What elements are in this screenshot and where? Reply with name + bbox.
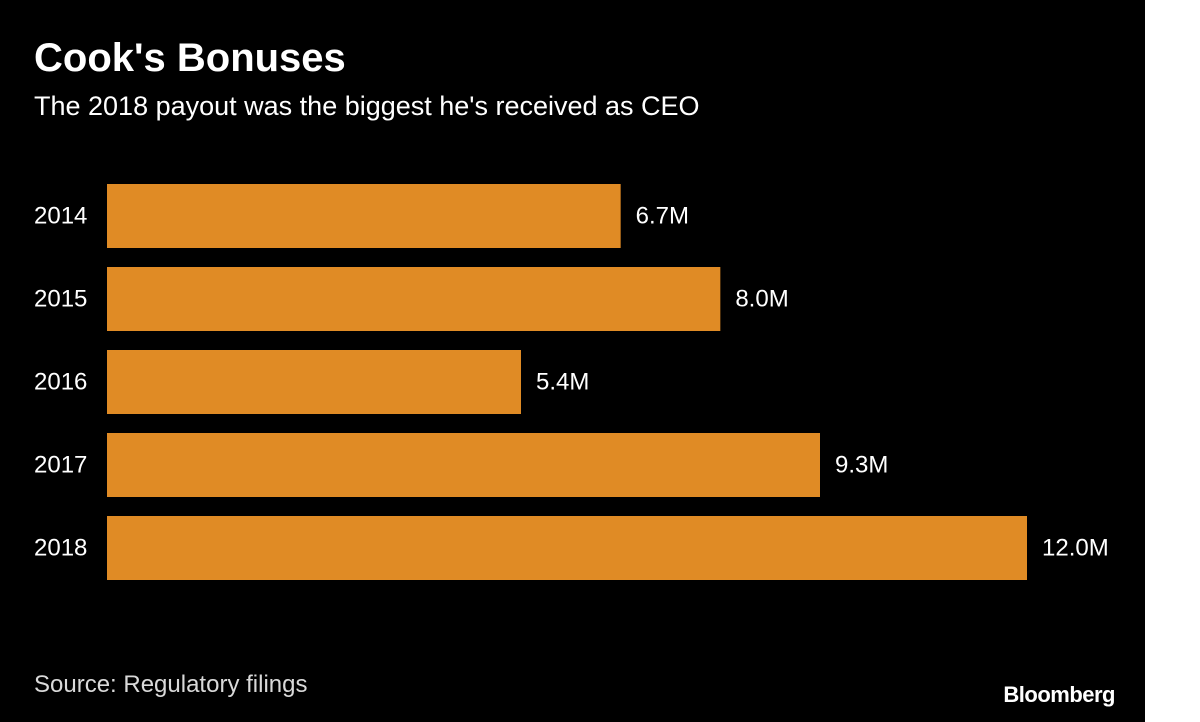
bar-2018 [107,516,1027,580]
y-tick-label-2018: 2018 [34,535,87,562]
bar-chart: 2014 6.7M 2015 8.0M 2016 5.4M 2017 9.3M 2018 12.0… [34,184,1109,580]
data-label-2018: 12.0M [1042,535,1109,562]
chart-title: Cook's Bonuses [34,36,346,80]
bar-2014 [107,184,621,248]
data-label-2015: 8.0M [735,286,788,313]
bloomberg-logo: Bloomberg [1003,682,1115,707]
chart-panel: Cook's Bonuses The 2018 payout was the b… [0,0,1145,722]
y-tick-label-2017: 2017 [34,452,87,479]
y-tick-label-2016: 2016 [34,369,87,396]
data-label-2017: 9.3M [835,452,888,479]
y-tick-label-2015: 2015 [34,286,87,313]
bar-2017 [107,433,820,497]
source-note: Source: Regulatory filings [34,671,308,698]
bar-2015 [107,267,721,331]
data-label-2014: 6.7M [636,203,689,230]
data-label-2016: 5.4M [536,369,589,396]
y-tick-label-2014: 2014 [34,203,87,230]
bar-2016 [107,350,521,414]
chart-subtitle: The 2018 payout was the biggest he's rec… [34,91,700,121]
